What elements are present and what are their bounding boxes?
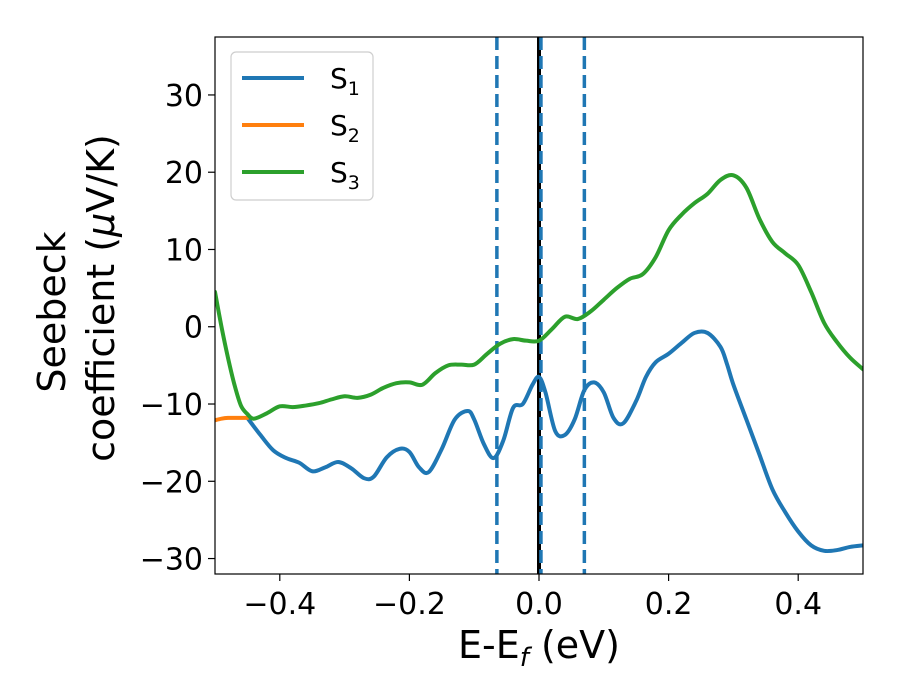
x-axis-ticks: −0.4 −0.2 0.0 0.2 0.4 xyxy=(243,574,822,622)
series-lines xyxy=(215,173,863,554)
x-tick-label: 0.4 xyxy=(774,587,822,622)
y-axis-title-line2: coefficient (μV/K) xyxy=(79,134,123,462)
series-line-s3 xyxy=(215,173,863,421)
series-line-s1 xyxy=(245,329,863,554)
legend-label-s3-name: S xyxy=(330,156,348,189)
x-axis-title: E-Ef (eV) xyxy=(458,623,620,673)
legend-label-s3: S3 xyxy=(330,156,360,194)
legend-label-s2-name: S xyxy=(330,109,348,142)
x-axis-title-main: E-E xyxy=(458,623,520,667)
x-tick-label: 0.2 xyxy=(645,587,693,622)
y-axis-title: Seebeck coefficient (μV/K) xyxy=(30,134,123,462)
x-tick-label: −0.2 xyxy=(373,587,446,622)
series-line-s2 xyxy=(215,415,250,423)
y-tick-label: 20 xyxy=(165,156,203,191)
y-axis-title-line1: Seebeck xyxy=(30,231,74,392)
y-axis-title-unit: V/K) xyxy=(79,134,123,213)
y-tick-label: 0 xyxy=(184,311,203,346)
legend-label-s1-name: S xyxy=(330,62,348,95)
legend-label-s2-sub: 2 xyxy=(348,125,360,147)
x-axis-title-unit: (eV) xyxy=(529,623,620,667)
y-axis-title-text: coefficient ( xyxy=(79,237,123,462)
y-axis-ticks: −30 −20 −10 0 10 20 30 xyxy=(140,79,215,578)
y-tick-label: −30 xyxy=(140,543,203,578)
y-tick-label: −20 xyxy=(140,465,203,500)
y-tick-label: 10 xyxy=(165,233,203,268)
legend-label-s1: S1 xyxy=(330,62,360,100)
vertical-reference-lines xyxy=(495,37,587,574)
x-tick-label: −0.4 xyxy=(243,587,316,622)
legend-label-s2: S2 xyxy=(330,109,360,147)
legend-label-s3-sub: 3 xyxy=(348,172,360,194)
x-tick-label: 0.0 xyxy=(515,587,563,622)
y-tick-label: 30 xyxy=(165,79,203,114)
y-axis-title-mu: μ xyxy=(79,213,123,238)
legend-label-s1-sub: 1 xyxy=(348,78,360,100)
y-tick-label: −10 xyxy=(140,388,203,423)
legend: S1 S2 S3 xyxy=(230,51,374,201)
